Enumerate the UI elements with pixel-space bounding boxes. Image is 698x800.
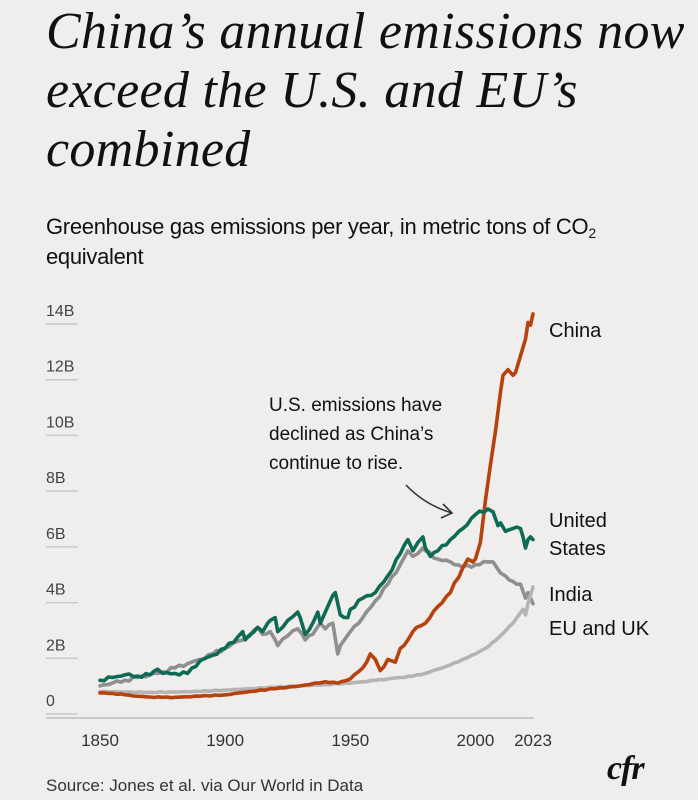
x-tick-label: 1950 <box>331 731 369 750</box>
series-labels: EU and UK India China United States <box>549 320 650 640</box>
y-tick-label: 4B <box>46 582 66 599</box>
annotation: U.S. emissions have declined as China’s co… <box>269 395 454 519</box>
series-label-united-states: United <box>549 510 607 532</box>
y-tick-label: 8B <box>46 470 66 487</box>
x-tick-label: 1850 <box>81 731 119 750</box>
series-line-china <box>98 312 535 700</box>
cfr-logo: cfr <box>607 750 645 787</box>
y-tick-label: 14B <box>46 303 74 320</box>
series-line-india <box>98 585 535 695</box>
subtitle-text-end: equivalent <box>46 244 144 269</box>
annotation-arrow-icon <box>405 484 453 514</box>
x-tick-label: 2023 <box>514 731 552 750</box>
series-line-united-states <box>98 507 535 683</box>
annotation-text: U.S. emissions have <box>269 395 442 416</box>
series-label-india: India <box>549 584 593 606</box>
y-tick-label: 12B <box>46 359 74 376</box>
y-axis-ticks: 0 2B 4B 6B 8B 10B 12B 14B <box>46 303 74 710</box>
y-tick-label: 0 <box>46 693 55 710</box>
annotation-text: declined as China’s <box>269 424 433 445</box>
annotation-arrowhead-icon <box>440 503 454 519</box>
series-lines <box>98 312 535 700</box>
series-label-china: China <box>549 320 602 342</box>
gridlines <box>46 323 534 719</box>
y-tick-label: 10B <box>46 414 74 431</box>
annotation-text: continue to rise. <box>269 453 403 474</box>
chart-subtitle: Greenhouse gas emissions per year, in me… <box>46 212 606 272</box>
chart-title: China’s annual emissions now exceed the … <box>46 3 685 178</box>
x-axis-ticks: 1850 1900 1950 2000 2023 <box>81 731 552 750</box>
series-label-united-states: States <box>549 538 606 560</box>
x-tick-label: 1900 <box>206 731 244 750</box>
series-label-eu-and-uk: EU and UK <box>549 618 650 640</box>
source-note: Source: Jones et al. via Our World in Da… <box>46 776 364 795</box>
y-tick-label: 6B <box>46 526 66 543</box>
subtitle-text: Greenhouse gas emissions per year, in me… <box>46 214 589 239</box>
y-tick-label: 2B <box>46 637 66 654</box>
x-tick-label: 2000 <box>457 731 495 750</box>
subtitle-subscript: 2 <box>588 225 596 241</box>
